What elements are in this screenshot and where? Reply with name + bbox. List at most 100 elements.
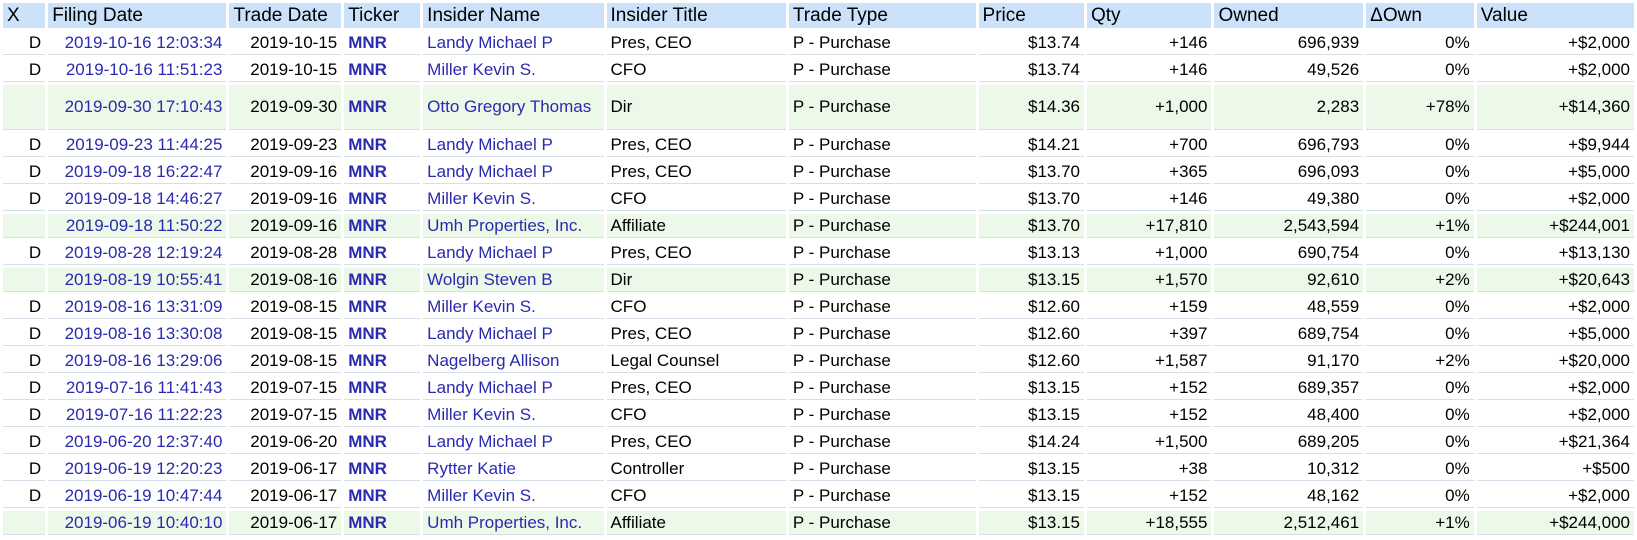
filing-date-link[interactable]: 2019-08-28 12:19:24 bbox=[48, 241, 227, 265]
ticker-link-anchor[interactable]: MNR bbox=[348, 512, 387, 532]
ticker-link-anchor[interactable]: MNR bbox=[348, 242, 387, 262]
ticker-link[interactable]: MNR bbox=[344, 403, 421, 427]
column-header-filing-date[interactable]: Filing Date bbox=[48, 3, 227, 28]
filing-date-link[interactable]: 2019-06-19 12:20:23 bbox=[48, 457, 227, 481]
ticker-link-anchor[interactable]: MNR bbox=[348, 32, 387, 52]
filing-date-link-anchor[interactable]: 2019-09-18 11:50:22 bbox=[65, 215, 223, 235]
filing-date-link[interactable]: 2019-09-30 17:10:43 bbox=[48, 85, 227, 130]
ticker-link-anchor[interactable]: MNR bbox=[348, 161, 387, 181]
filing-date-link[interactable]: 2019-06-20 12:37:40 bbox=[48, 430, 227, 454]
ticker-link-anchor[interactable]: MNR bbox=[348, 485, 387, 505]
insider-name-link-anchor[interactable]: Miller Kevin S. bbox=[427, 59, 536, 79]
ticker-link[interactable]: MNR bbox=[344, 31, 421, 55]
insider-name-link[interactable]: Miller Kevin S. bbox=[423, 187, 604, 211]
ticker-link[interactable]: MNR bbox=[344, 187, 421, 211]
ticker-link-anchor[interactable]: MNR bbox=[348, 188, 387, 208]
filing-date-link-anchor[interactable]: 2019-09-30 17:10:43 bbox=[64, 97, 223, 116]
filing-date-link-anchor[interactable]: 2019-08-16 13:29:06 bbox=[64, 350, 223, 370]
filing-date-link-anchor[interactable]: 2019-09-23 11:44:25 bbox=[65, 134, 223, 154]
ticker-link-anchor[interactable]: MNR bbox=[348, 215, 387, 235]
insider-name-link[interactable]: Otto Gregory Thomas bbox=[423, 85, 604, 130]
insider-name-link[interactable]: Landy Michael P bbox=[423, 322, 604, 346]
ticker-link-anchor[interactable]: MNR bbox=[348, 377, 387, 397]
ticker-link-anchor[interactable]: MNR bbox=[348, 97, 387, 116]
filing-date-link-anchor[interactable]: 2019-06-20 12:37:40 bbox=[64, 431, 223, 451]
ticker-link[interactable]: MNR bbox=[344, 457, 421, 481]
ticker-link[interactable]: MNR bbox=[344, 268, 421, 292]
filing-date-link[interactable]: 2019-10-16 11:51:23 bbox=[48, 58, 227, 82]
insider-name-link[interactable]: Landy Michael P bbox=[423, 430, 604, 454]
ticker-link[interactable]: MNR bbox=[344, 58, 421, 82]
filing-date-link-anchor[interactable]: 2019-10-16 11:51:23 bbox=[65, 59, 223, 79]
filing-date-link[interactable]: 2019-10-16 12:03:34 bbox=[48, 31, 227, 55]
ticker-link[interactable]: MNR bbox=[344, 160, 421, 184]
insider-name-link-anchor[interactable]: Landy Michael P bbox=[427, 323, 553, 343]
filing-date-link[interactable]: 2019-08-19 10:55:41 bbox=[48, 268, 227, 292]
insider-name-link-anchor[interactable]: Miller Kevin S. bbox=[427, 485, 536, 505]
insider-name-link-anchor[interactable]: Miller Kevin S. bbox=[427, 188, 536, 208]
ticker-link-anchor[interactable]: MNR bbox=[348, 458, 387, 478]
ticker-link-anchor[interactable]: MNR bbox=[348, 350, 387, 370]
ticker-link[interactable]: MNR bbox=[344, 484, 421, 508]
column-header-value[interactable]: Value bbox=[1476, 3, 1634, 28]
column-header-owned[interactable]: Owned bbox=[1214, 3, 1364, 28]
ticker-link[interactable]: MNR bbox=[344, 241, 421, 265]
insider-name-link-anchor[interactable]: Rytter Katie bbox=[427, 458, 516, 478]
filing-date-link-anchor[interactable]: 2019-08-16 13:30:08 bbox=[64, 323, 223, 343]
ticker-link[interactable]: MNR bbox=[344, 349, 421, 373]
insider-name-link[interactable]: Landy Michael P bbox=[423, 241, 604, 265]
filing-date-link[interactable]: 2019-09-23 11:44:25 bbox=[48, 133, 227, 157]
ticker-link-anchor[interactable]: MNR bbox=[348, 134, 387, 154]
column-header-insider-name[interactable]: Insider Name bbox=[423, 3, 604, 28]
filing-date-link-anchor[interactable]: 2019-08-28 12:19:24 bbox=[64, 242, 223, 262]
insider-name-link[interactable]: Landy Michael P bbox=[423, 133, 604, 157]
filing-date-link-anchor[interactable]: 2019-09-18 16:22:47 bbox=[64, 161, 223, 181]
filing-date-link[interactable]: 2019-08-16 13:29:06 bbox=[48, 349, 227, 373]
insider-name-link[interactable]: Miller Kevin S. bbox=[423, 403, 604, 427]
column-header-own[interactable]: ΔOwn bbox=[1366, 3, 1474, 28]
filing-date-link[interactable]: 2019-07-16 11:22:23 bbox=[48, 403, 227, 427]
insider-name-link[interactable]: Nagelberg Allison bbox=[423, 349, 604, 373]
filing-date-link[interactable]: 2019-07-16 11:41:43 bbox=[48, 376, 227, 400]
ticker-link-anchor[interactable]: MNR bbox=[348, 323, 387, 343]
insider-name-link[interactable]: Umh Properties, Inc. bbox=[423, 214, 604, 238]
filing-date-link-anchor[interactable]: 2019-07-16 11:22:23 bbox=[65, 404, 223, 424]
ticker-link-anchor[interactable]: MNR bbox=[348, 59, 387, 79]
filing-date-link-anchor[interactable]: 2019-08-19 10:55:41 bbox=[64, 269, 223, 289]
column-header-ticker[interactable]: Ticker bbox=[344, 3, 421, 28]
filing-date-link[interactable]: 2019-08-16 13:31:09 bbox=[48, 295, 227, 319]
ticker-link[interactable]: MNR bbox=[344, 85, 421, 130]
ticker-link[interactable]: MNR bbox=[344, 376, 421, 400]
ticker-link[interactable]: MNR bbox=[344, 511, 421, 535]
insider-name-link-anchor[interactable]: Miller Kevin S. bbox=[427, 404, 536, 424]
ticker-link[interactable]: MNR bbox=[344, 322, 421, 346]
ticker-link[interactable]: MNR bbox=[344, 214, 421, 238]
insider-name-link[interactable]: Landy Michael P bbox=[423, 376, 604, 400]
filing-date-link[interactable]: 2019-06-19 10:40:10 bbox=[48, 511, 227, 535]
insider-name-link[interactable]: Wolgin Steven B bbox=[423, 268, 604, 292]
filing-date-link-anchor[interactable]: 2019-06-19 12:20:23 bbox=[64, 458, 223, 478]
insider-name-link-anchor[interactable]: Umh Properties, Inc. bbox=[427, 512, 583, 532]
insider-name-link-anchor[interactable]: Landy Michael P bbox=[427, 32, 553, 52]
filing-date-link-anchor[interactable]: 2019-08-16 13:31:09 bbox=[64, 296, 223, 316]
column-header-trade-type[interactable]: Trade Type bbox=[788, 3, 976, 28]
insider-name-link[interactable]: Miller Kevin S. bbox=[423, 295, 604, 319]
insider-name-link-anchor[interactable]: Umh Properties, Inc. bbox=[427, 215, 583, 235]
ticker-link-anchor[interactable]: MNR bbox=[348, 404, 387, 424]
insider-name-link-anchor[interactable]: Landy Michael P bbox=[427, 377, 553, 397]
filing-date-link-anchor[interactable]: 2019-09-18 14:46:27 bbox=[64, 188, 223, 208]
ticker-link-anchor[interactable]: MNR bbox=[348, 269, 387, 289]
insider-name-link-anchor[interactable]: Wolgin Steven B bbox=[427, 269, 553, 289]
filing-date-link-anchor[interactable]: 2019-06-19 10:47:44 bbox=[64, 485, 223, 505]
insider-name-link-anchor[interactable]: Landy Michael P bbox=[427, 161, 553, 181]
insider-name-link[interactable]: Landy Michael P bbox=[423, 160, 604, 184]
filing-date-link[interactable]: 2019-09-18 11:50:22 bbox=[48, 214, 227, 238]
filing-date-link[interactable]: 2019-09-18 16:22:47 bbox=[48, 160, 227, 184]
insider-name-link[interactable]: Landy Michael P bbox=[423, 31, 604, 55]
column-header-x[interactable]: X bbox=[3, 3, 46, 28]
insider-name-link-anchor[interactable]: Nagelberg Allison bbox=[427, 350, 560, 370]
insider-name-link-anchor[interactable]: Landy Michael P bbox=[427, 431, 553, 451]
insider-name-link[interactable]: Umh Properties, Inc. bbox=[423, 511, 604, 535]
column-header-insider-title[interactable]: Insider Title bbox=[606, 3, 786, 28]
column-header-qty[interactable]: Qty bbox=[1087, 3, 1212, 28]
